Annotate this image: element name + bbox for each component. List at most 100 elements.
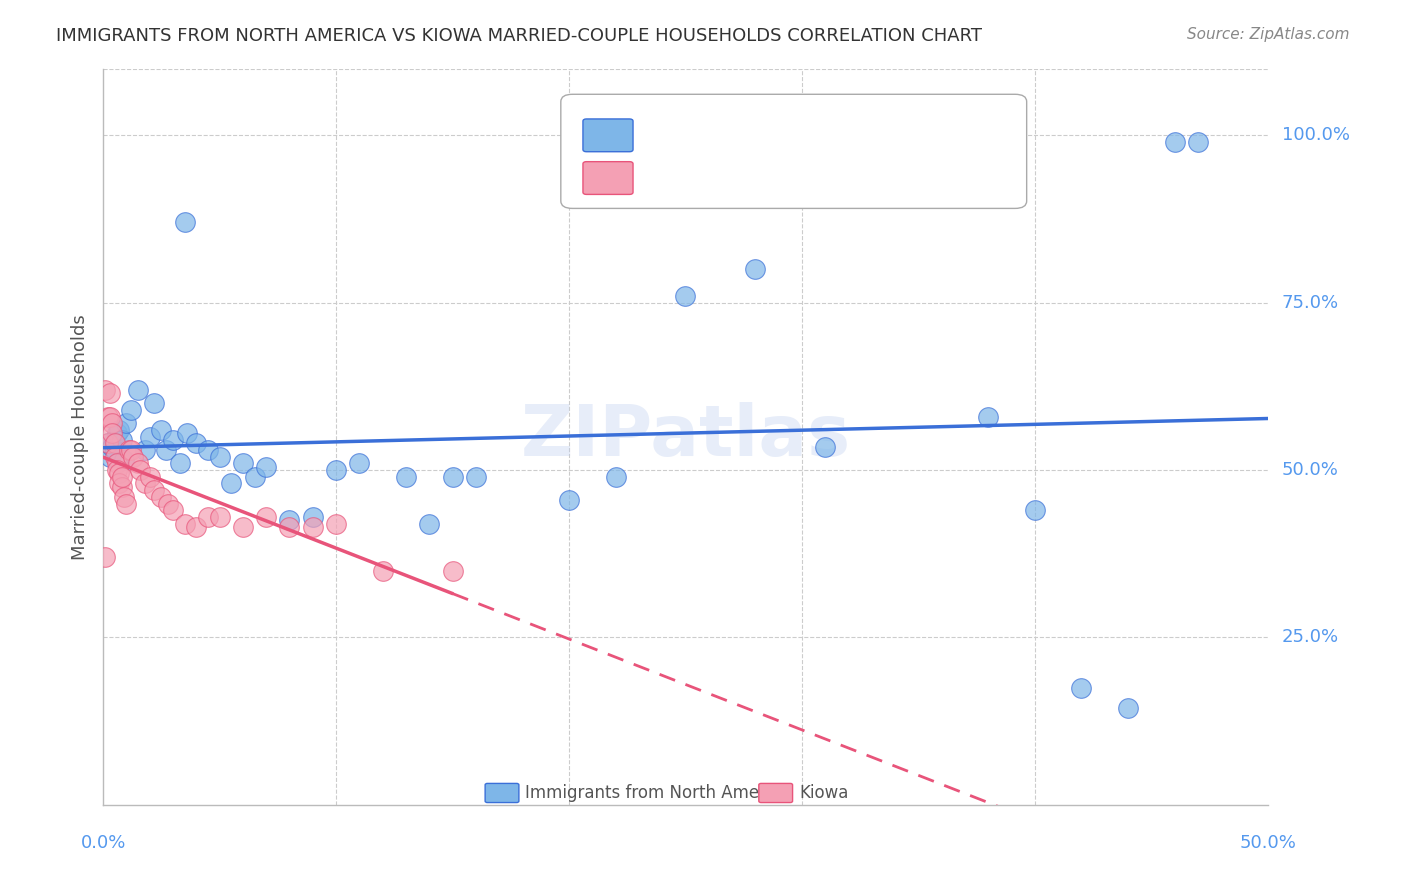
Point bbox=[157, 497, 180, 511]
Text: 50.0%: 50.0% bbox=[1239, 834, 1296, 852]
Point bbox=[97, 436, 120, 450]
FancyBboxPatch shape bbox=[759, 783, 793, 803]
Text: Source: ZipAtlas.com: Source: ZipAtlas.com bbox=[1187, 27, 1350, 42]
Point bbox=[605, 470, 627, 484]
Point bbox=[104, 443, 127, 458]
Point bbox=[104, 436, 127, 450]
Point bbox=[744, 262, 766, 277]
Point bbox=[208, 450, 231, 464]
Point bbox=[371, 564, 394, 578]
Point bbox=[173, 215, 195, 229]
Point bbox=[162, 503, 184, 517]
Point bbox=[1116, 700, 1139, 714]
Point bbox=[232, 520, 254, 534]
Point bbox=[97, 436, 120, 450]
Point bbox=[111, 433, 134, 447]
Point bbox=[418, 516, 440, 531]
Point bbox=[169, 457, 191, 471]
Point bbox=[150, 490, 173, 504]
Text: ZIPatlas: ZIPatlas bbox=[520, 402, 851, 471]
Text: R =  0.150   N = 44: R = 0.150 N = 44 bbox=[644, 120, 851, 139]
Point bbox=[197, 510, 219, 524]
Point bbox=[112, 490, 135, 504]
Text: Immigrants from North America: Immigrants from North America bbox=[524, 784, 790, 802]
Point bbox=[101, 440, 124, 454]
Point bbox=[129, 463, 152, 477]
Point bbox=[108, 423, 131, 437]
FancyBboxPatch shape bbox=[583, 119, 633, 152]
Point bbox=[98, 450, 121, 464]
Point bbox=[120, 402, 142, 417]
Point bbox=[1070, 681, 1092, 695]
Point bbox=[155, 443, 177, 458]
Point bbox=[558, 493, 581, 508]
Text: 25.0%: 25.0% bbox=[1282, 629, 1339, 647]
Point bbox=[349, 457, 371, 471]
Point bbox=[105, 457, 128, 471]
Point bbox=[278, 520, 301, 534]
Point bbox=[278, 513, 301, 527]
Point bbox=[254, 459, 277, 474]
Point bbox=[814, 440, 837, 454]
Point bbox=[208, 510, 231, 524]
Point bbox=[134, 443, 156, 458]
Point bbox=[301, 510, 323, 524]
Point bbox=[111, 480, 134, 494]
Point bbox=[115, 417, 138, 431]
Point bbox=[94, 550, 117, 565]
Point bbox=[98, 386, 121, 401]
Point bbox=[243, 470, 266, 484]
Point bbox=[197, 443, 219, 458]
Point bbox=[101, 417, 124, 431]
Text: R = -0.301   N = 40: R = -0.301 N = 40 bbox=[644, 163, 851, 182]
Point bbox=[325, 516, 347, 531]
Text: Kiowa: Kiowa bbox=[800, 784, 849, 802]
FancyBboxPatch shape bbox=[561, 95, 1026, 209]
Point bbox=[134, 476, 156, 491]
Text: IMMIGRANTS FROM NORTH AMERICA VS KIOWA MARRIED-COUPLE HOUSEHOLDS CORRELATION CHA: IMMIGRANTS FROM NORTH AMERICA VS KIOWA M… bbox=[56, 27, 983, 45]
Point bbox=[104, 450, 127, 464]
Point bbox=[977, 409, 1000, 424]
Point bbox=[176, 426, 198, 441]
Point bbox=[675, 289, 697, 303]
Point bbox=[395, 470, 418, 484]
Point bbox=[101, 426, 124, 441]
Point bbox=[232, 457, 254, 471]
Point bbox=[97, 409, 120, 424]
Point bbox=[127, 457, 149, 471]
Point bbox=[150, 423, 173, 437]
Point bbox=[143, 396, 166, 410]
Point bbox=[120, 443, 142, 458]
Point bbox=[118, 443, 141, 458]
Text: 50.0%: 50.0% bbox=[1282, 461, 1339, 479]
Point bbox=[464, 470, 486, 484]
FancyBboxPatch shape bbox=[485, 783, 519, 803]
Point bbox=[105, 463, 128, 477]
Point bbox=[138, 430, 160, 444]
FancyBboxPatch shape bbox=[583, 161, 633, 194]
Point bbox=[301, 520, 323, 534]
Text: 100.0%: 100.0% bbox=[1282, 127, 1350, 145]
Point bbox=[441, 564, 464, 578]
Point bbox=[108, 476, 131, 491]
Point bbox=[98, 409, 121, 424]
Point bbox=[325, 463, 347, 477]
Point bbox=[1187, 135, 1209, 149]
Point bbox=[219, 476, 242, 491]
Point bbox=[138, 470, 160, 484]
Point bbox=[108, 467, 131, 481]
Point bbox=[254, 510, 277, 524]
Point bbox=[441, 470, 464, 484]
Point bbox=[111, 470, 134, 484]
Point bbox=[186, 436, 208, 450]
Point bbox=[94, 383, 117, 397]
Y-axis label: Married-couple Households: Married-couple Households bbox=[72, 314, 89, 559]
Point bbox=[186, 520, 208, 534]
Point bbox=[143, 483, 166, 498]
Point bbox=[1163, 135, 1185, 149]
Point bbox=[112, 453, 135, 467]
Point bbox=[173, 516, 195, 531]
Point bbox=[127, 383, 149, 397]
Point bbox=[162, 433, 184, 447]
Text: 0.0%: 0.0% bbox=[80, 834, 125, 852]
